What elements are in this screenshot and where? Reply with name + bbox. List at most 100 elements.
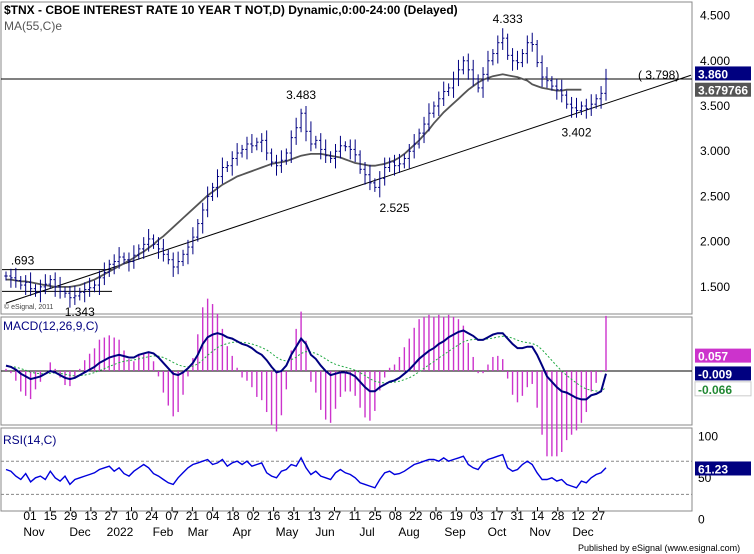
price-bar[interactable] bbox=[210, 182, 215, 201]
price-bar[interactable] bbox=[73, 285, 77, 305]
price-bar[interactable] bbox=[599, 86, 603, 109]
price-bar[interactable] bbox=[161, 238, 166, 262]
price-bar[interactable] bbox=[417, 128, 421, 149]
price-bar[interactable] bbox=[4, 271, 8, 281]
price-bar[interactable] bbox=[328, 151, 333, 163]
price-bar[interactable] bbox=[496, 35, 500, 64]
price-bar[interactable] bbox=[215, 169, 220, 198]
price-bar[interactable] bbox=[579, 101, 584, 116]
price-bar[interactable] bbox=[132, 245, 136, 269]
price-bar[interactable] bbox=[156, 237, 161, 259]
price-bar[interactable] bbox=[441, 81, 446, 106]
price-bar[interactable] bbox=[353, 139, 357, 163]
price-bar[interactable] bbox=[201, 202, 205, 234]
price-bar[interactable] bbox=[176, 251, 180, 275]
price-bar[interactable] bbox=[555, 78, 559, 100]
price-bar[interactable] bbox=[476, 74, 480, 93]
price-bar[interactable] bbox=[274, 154, 279, 176]
price-bar[interactable] bbox=[171, 252, 175, 277]
price-bar[interactable] bbox=[117, 247, 121, 269]
price-bar[interactable] bbox=[471, 59, 475, 87]
rsi-panel[interactable] bbox=[1, 453, 692, 495]
price-bar[interactable] bbox=[33, 284, 38, 297]
price-bar[interactable] bbox=[166, 249, 171, 265]
price-bar[interactable] bbox=[530, 32, 534, 52]
price-bar[interactable] bbox=[412, 134, 416, 159]
price-bar[interactable] bbox=[505, 33, 510, 60]
price-bar[interactable] bbox=[63, 286, 67, 298]
price-bar[interactable] bbox=[382, 157, 387, 186]
price-bar[interactable] bbox=[604, 68, 608, 101]
price-bar[interactable] bbox=[48, 275, 52, 289]
price-bar[interactable] bbox=[402, 153, 407, 169]
price-panel[interactable]: ( 3.798) 4.333 3.483 3.402 2.525 .693 1.343 bbox=[1, 12, 692, 319]
price-bar[interactable] bbox=[122, 252, 126, 265]
price-bar[interactable] bbox=[338, 135, 343, 159]
price-bar[interactable] bbox=[181, 249, 185, 267]
price-bar[interactable] bbox=[112, 254, 116, 275]
price-bar[interactable] bbox=[250, 134, 254, 154]
price-bar[interactable] bbox=[348, 139, 352, 160]
price-bar[interactable] bbox=[304, 106, 308, 142]
price-bar[interactable] bbox=[279, 150, 284, 173]
price-bar[interactable] bbox=[230, 151, 234, 176]
price-bar[interactable] bbox=[569, 96, 574, 118]
price-bar[interactable] bbox=[97, 270, 102, 296]
price-bar[interactable] bbox=[14, 267, 18, 288]
price-bar[interactable] bbox=[78, 287, 82, 301]
price-bar[interactable] bbox=[451, 71, 456, 98]
price-bar[interactable] bbox=[540, 55, 544, 88]
price-bar[interactable] bbox=[368, 164, 372, 191]
price-bar[interactable] bbox=[235, 143, 239, 166]
price-bar[interactable] bbox=[535, 39, 539, 68]
price-bar[interactable] bbox=[574, 97, 579, 118]
price-bar[interactable] bbox=[309, 121, 313, 152]
price-bar[interactable] bbox=[269, 148, 274, 167]
price-bar[interactable] bbox=[427, 103, 431, 132]
price-bar[interactable] bbox=[68, 285, 72, 308]
price-bar[interactable] bbox=[92, 280, 97, 293]
price-bar[interactable] bbox=[564, 90, 569, 109]
price-bar[interactable] bbox=[550, 76, 554, 91]
price-bar[interactable] bbox=[560, 79, 564, 103]
price-bar[interactable] bbox=[9, 268, 13, 288]
price-bar[interactable] bbox=[53, 272, 57, 297]
price-bar[interactable] bbox=[510, 48, 515, 71]
price-bar[interactable] bbox=[284, 148, 289, 165]
price-bar[interactable] bbox=[461, 56, 466, 75]
price-bar[interactable] bbox=[255, 137, 259, 151]
price-bar[interactable] bbox=[358, 150, 362, 174]
price-bar[interactable] bbox=[141, 237, 146, 259]
price-bar[interactable] bbox=[373, 178, 377, 192]
price-bar[interactable] bbox=[245, 136, 249, 160]
price-bar[interactable] bbox=[501, 28, 505, 50]
price-bar[interactable] bbox=[397, 153, 402, 173]
price-bar[interactable] bbox=[23, 275, 28, 296]
price-bar[interactable] bbox=[289, 130, 293, 163]
price-bar[interactable] bbox=[314, 135, 318, 149]
price-bar[interactable] bbox=[520, 49, 525, 68]
price-bar[interactable] bbox=[392, 154, 397, 176]
price-bar[interactable] bbox=[107, 259, 111, 277]
price-bar[interactable] bbox=[137, 244, 141, 260]
price-bar[interactable] bbox=[387, 157, 392, 173]
price-bar[interactable] bbox=[432, 101, 436, 118]
price-bar[interactable] bbox=[594, 94, 598, 109]
price-bar[interactable] bbox=[299, 108, 303, 133]
price-bar[interactable] bbox=[127, 252, 131, 272]
price-bar[interactable] bbox=[378, 171, 382, 198]
price-bar[interactable] bbox=[545, 67, 549, 88]
price-bar[interactable] bbox=[196, 219, 200, 242]
price-bar[interactable] bbox=[102, 262, 107, 286]
price-bar[interactable] bbox=[407, 143, 411, 169]
price-bar[interactable] bbox=[264, 130, 269, 161]
price-bar[interactable] bbox=[437, 91, 441, 116]
price-bar[interactable] bbox=[43, 274, 48, 295]
price-bar[interactable] bbox=[146, 228, 151, 252]
price-bar[interactable] bbox=[456, 59, 461, 87]
price-bar[interactable] bbox=[466, 53, 471, 80]
price-bar[interactable] bbox=[343, 141, 348, 152]
price-bar[interactable] bbox=[260, 133, 264, 153]
price-bar[interactable] bbox=[82, 282, 87, 303]
price-bar[interactable] bbox=[220, 157, 225, 184]
